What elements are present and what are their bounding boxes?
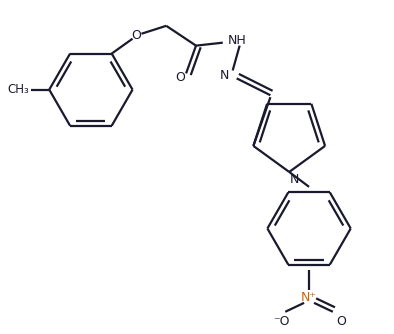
Text: O: O (132, 29, 141, 42)
Text: NH: NH (228, 34, 247, 47)
Text: N: N (290, 173, 299, 186)
Text: N: N (220, 69, 229, 82)
Text: CH₃: CH₃ (7, 83, 30, 96)
Text: N⁺: N⁺ (301, 291, 317, 304)
Text: O: O (175, 71, 185, 84)
Text: O: O (336, 315, 346, 328)
Text: ⁻O: ⁻O (273, 315, 290, 328)
